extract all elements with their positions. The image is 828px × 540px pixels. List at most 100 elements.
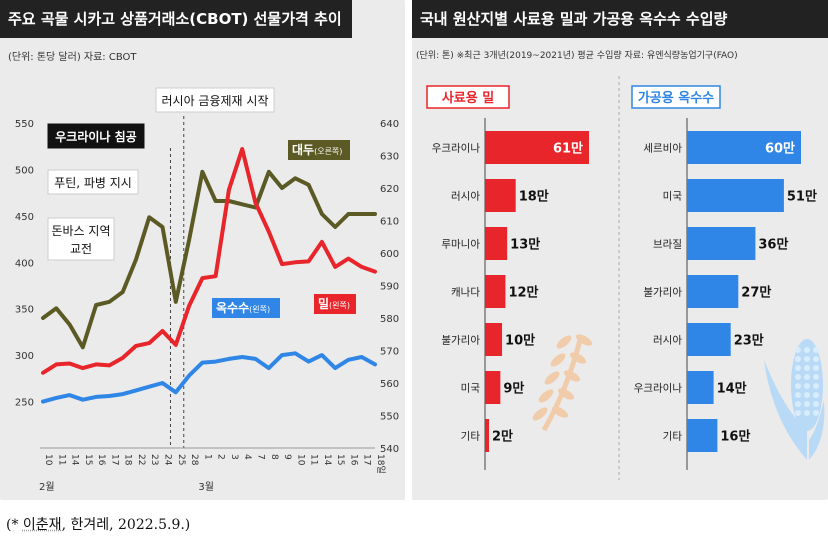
wheat-series-label-text: 밀(왼쪽): [318, 297, 350, 311]
right-tick-label: 610: [380, 217, 399, 228]
annotation-bg: [47, 123, 145, 149]
wheat-bar: [485, 323, 503, 356]
corn-value-label: 16만: [720, 429, 750, 445]
soy-series-label: 대두(오른쪽): [288, 140, 350, 160]
corn-kernel: [795, 374, 801, 380]
source-caption: (* 이춘재, 한겨레, 2022.5.9.): [6, 514, 190, 534]
wheat-value-label: 18만: [519, 189, 549, 205]
corn-kernel: [795, 356, 801, 362]
corn-category-label: 기타: [663, 431, 683, 443]
right-tick-label: 620: [380, 184, 399, 195]
x-tick-label: 2: [216, 454, 226, 460]
left-tick-label: 400: [15, 258, 34, 269]
wheat-grain: [538, 389, 554, 403]
x-tick-label: 9: [282, 454, 292, 460]
wheat-grain: [532, 407, 548, 421]
annotation-text: 돈바스 지역: [51, 224, 110, 238]
corn-bar: [687, 131, 801, 164]
x-tick-label: 15: [335, 454, 345, 465]
right-tick-label: 570: [380, 347, 399, 358]
corn-category-label: 세르비아: [643, 143, 682, 155]
corn-kernel: [795, 365, 801, 371]
corn-category-label: 러시아: [653, 335, 682, 347]
wheat-grain: [551, 406, 569, 418]
x-tick-label: 4: [242, 454, 252, 460]
corn-kernel: [813, 392, 819, 398]
annotation-box: 푸틴, 파병 지시: [47, 169, 139, 195]
x-tick-label: 11: [309, 454, 319, 465]
x-tick-label: 25: [176, 454, 186, 465]
corn-category-label: 우크라이나: [634, 383, 683, 395]
wheat-category-label: 러시아: [451, 191, 480, 203]
corn-kernel: [795, 392, 801, 398]
x-tick-label: 15: [83, 454, 93, 465]
annotation-box: 우크라이나 침공: [47, 123, 145, 149]
wheat-grain: [550, 353, 566, 367]
annotation-text: 러시아 금융제재 시작: [162, 94, 269, 108]
annotation-bg: [47, 169, 139, 195]
import-chart-subtitle: (단위: 톤) ※최근 3개년(2019~2021년) 평균 수입량 자료: 유…: [416, 51, 738, 61]
x-tick-label: 23: [149, 454, 159, 465]
wheat-value-label: 61만: [553, 141, 583, 157]
price-trend-panel: 주요 곡물 시카고 상품거래소(CBOT) 선물가격 추이 (단위: 톤당 달러…: [0, 0, 405, 500]
x-group-label: 2월: [39, 481, 55, 493]
corn-bar: [687, 275, 739, 308]
wheat-bar: [485, 179, 516, 212]
x-tick-label: 17: [362, 454, 372, 465]
wheat-category-label: 불가리아: [441, 335, 480, 347]
x-tick-label: 16: [348, 454, 358, 466]
x-tick-label: 17: [109, 454, 119, 465]
caption-author: 이춘재: [22, 517, 62, 533]
annotation-box: 러시아 금융제재 시작: [155, 87, 275, 113]
caption-prefix: (*: [6, 517, 23, 533]
corn-kernel: [804, 410, 810, 416]
wheat-grain: [556, 335, 572, 349]
x-tick-label: 24: [163, 454, 173, 466]
corn-value-label: 23만: [734, 333, 764, 349]
corn-kernel: [813, 347, 819, 353]
left-tick-label: 550: [15, 119, 34, 130]
series-line: [41, 351, 377, 404]
series-line: [41, 147, 377, 375]
wheat-bar: [485, 131, 589, 164]
right-tick-label: 550: [380, 412, 399, 423]
import-chart-title: 국내 원산지별 사료용 밀과 가공용 옥수수 수입량: [412, 0, 828, 38]
x-tick-label: 10: [43, 454, 53, 466]
price-chart-subtitle: (단위: 톤당 달러) 자료: CBOT: [8, 52, 137, 63]
x-tick-label: 28: [189, 454, 199, 466]
wheat-grain: [544, 371, 560, 385]
x-tick-label: 11: [56, 454, 66, 465]
annotation-bg: [47, 217, 115, 261]
wheat-grain: [563, 370, 581, 382]
right-tick-label: 540: [380, 444, 399, 455]
wheat-category-label: 기타: [461, 431, 481, 443]
wheat-category-label: 우크라이나: [432, 143, 481, 155]
corn-header-box: [631, 85, 721, 109]
left-tick-label: 300: [15, 351, 34, 362]
x-tick-label: 10: [295, 454, 305, 466]
left-tick-label: 500: [15, 165, 34, 176]
wheat-value-label: 9만: [503, 381, 524, 397]
soy-series-label-box: [288, 140, 350, 160]
corn-kernel: [804, 401, 810, 407]
x-tick-label: 22: [136, 454, 146, 465]
soy-series-label-text: 대두(오른쪽): [292, 143, 342, 157]
wheat-bar: [485, 275, 506, 308]
corn-series-label: 옥수수(왼쪽): [212, 298, 280, 318]
corn-kernel: [795, 410, 801, 416]
corn-kernel: [804, 383, 810, 389]
wheat-header-box: [426, 85, 510, 109]
wheat-bar: [485, 371, 501, 404]
wheat-grain: [569, 352, 587, 364]
corn-kernel: [804, 356, 810, 362]
x-tick-label: 3: [229, 454, 239, 460]
left-tick-label: 350: [15, 305, 34, 316]
wheat-stalk-icon: [532, 334, 593, 432]
annotation-text: 교전: [70, 242, 92, 256]
import-volume-panel: 국내 원산지별 사료용 밀과 가공용 옥수수 수입량 (단위: 톤) ※최근 3…: [412, 0, 828, 500]
corn-kernel: [795, 383, 801, 389]
wheat-category-label: 미국: [461, 383, 481, 395]
x-group-label: 3월: [198, 481, 214, 493]
corn-bar: [687, 371, 714, 404]
